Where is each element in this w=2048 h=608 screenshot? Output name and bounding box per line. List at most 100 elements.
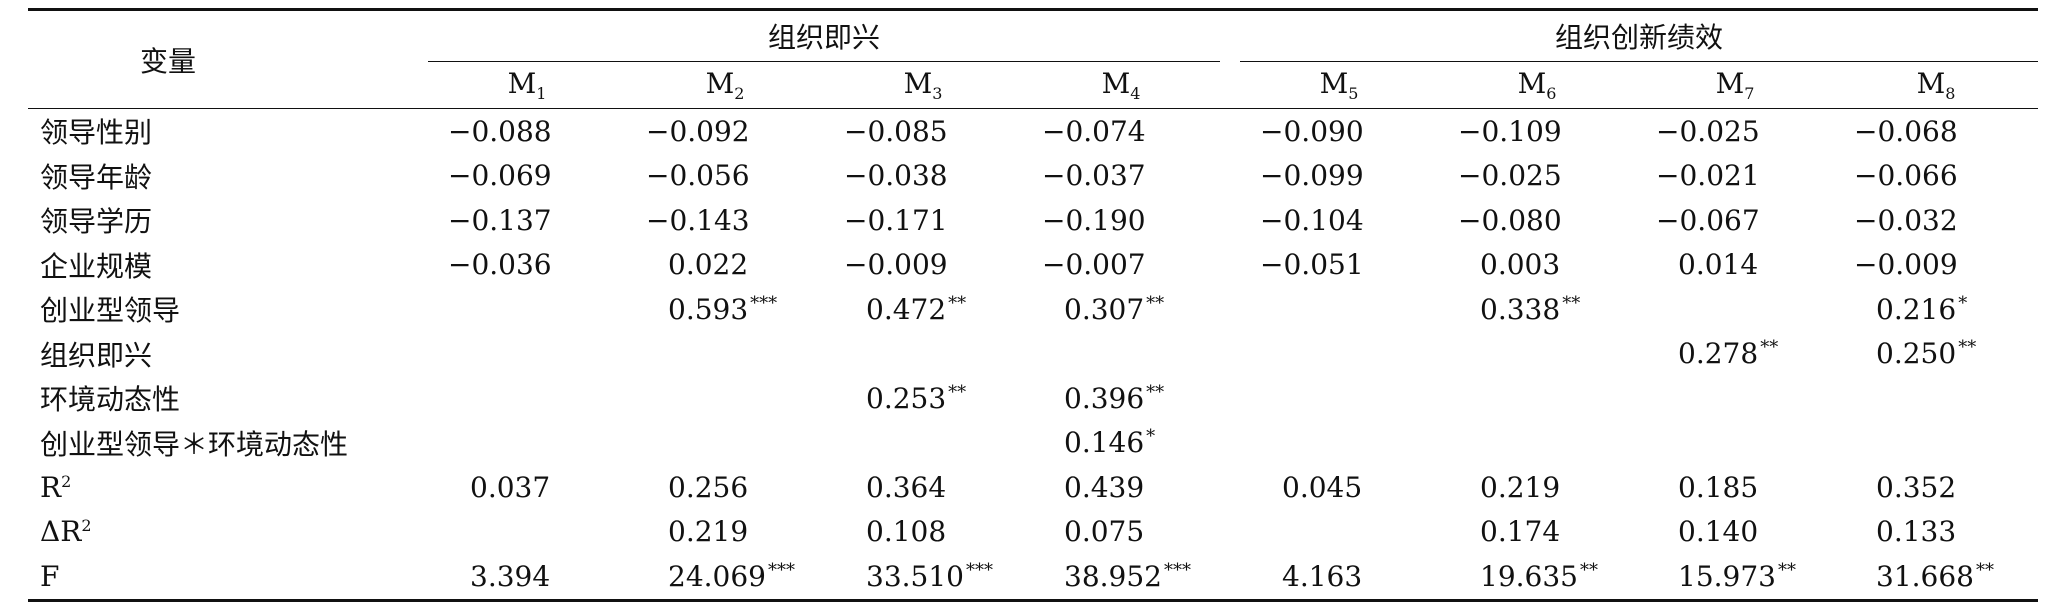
table-row: 组织即兴 0.278 ** 0.250 ** [28,332,2038,377]
row-label-superscript: 2 [61,471,72,491]
variable-header: 变量 [28,8,428,109]
cell-value: 0.185 [1678,470,1759,504]
table-cell: 19.635 ** [1438,554,1637,602]
cell-value: 0.216 [1876,292,1957,326]
cell-value: −0.009 [844,248,948,282]
regression-table: 变量 组织即兴 组织创新绩效 M1 M2 M3 M4 M5 M6 M7 M8 领导性别 −0.0… [28,8,2039,602]
table-cell [1834,421,2038,466]
row-label: R2 [28,465,428,510]
table-cell [1636,287,1834,332]
table-row: 领导年龄 −0.069 −0.056 −0.038 −0.037 −0.099 −0.025… [28,154,2038,199]
group-header-improvisation: 组织即兴 [428,8,1221,62]
cell-value: 0.075 [1064,515,1145,549]
cell-value: 4.163 [1282,559,1363,593]
table-cell: −0.088 [428,109,626,154]
row-label-text: R [40,470,62,504]
model-header: M1 [428,61,626,109]
significance-marker: * [1146,426,1156,448]
cell-value: 0.352 [1876,470,1957,504]
table-cell [1438,332,1636,377]
cell-value: 0.278 [1678,337,1759,371]
table-cell: −0.037 [1022,154,1220,199]
cell-value: 0.593 [668,292,749,326]
cell-value: −0.074 [1042,114,1146,148]
table-cell: −0.137 [428,198,626,243]
cell-value: −0.190 [1042,203,1146,237]
table-cell [428,376,626,421]
model-header-subscript: 7 [1744,84,1755,103]
model-header-subscript: 6 [1546,84,1557,103]
model-header-base: M [705,67,735,100]
cell-value: 24.069 [668,559,766,593]
cell-value: −0.025 [1656,114,1760,148]
cell-value: −0.068 [1854,114,1958,148]
row-label-text: 环境动态性 [40,383,181,417]
table-cell: 0.075 [1022,510,1220,555]
row-label: 组织即兴 [28,332,428,377]
table-cell: 0.146 * [1022,421,1220,466]
table-cell [1438,376,1636,421]
significance-marker: ** [1760,337,1779,359]
row-label: 创业型领导 [28,287,428,332]
significance-marker: ** [1958,337,1977,359]
cell-value: 0.364 [866,470,947,504]
table-cell: 0.439 [1022,465,1220,510]
row-label-text: 企业规模 [40,249,153,283]
table-cell: 24.069 *** [626,554,824,602]
table-cell: 31.668 ** [1834,554,2039,602]
model-header: M2 [626,61,824,109]
cell-value: −0.009 [1854,248,1958,282]
table-cell [1240,376,1438,421]
cell-value: 0.256 [668,470,749,504]
cell-value: 0.140 [1678,515,1759,549]
cell-value: −0.032 [1854,203,1958,237]
model-header-subscript: 4 [1130,84,1141,103]
cell-value: 0.472 [866,292,947,326]
table-cell: −0.066 [1834,154,2038,199]
significance-marker: *** [1163,559,1191,581]
row-label-text: 领导年龄 [40,160,153,194]
table-cell [1022,332,1220,377]
table-cell [626,376,824,421]
table-row: F 3.394 24.069 *** 33.510 *** 38.952 *** 4.163 19… [28,554,2039,602]
cell-gap [1220,465,1240,510]
table-cell: 0.140 [1636,510,1834,555]
cell-gap [1220,243,1240,288]
table-cell: 0.014 [1636,243,1834,288]
row-label: F [28,554,428,602]
table-cell [428,510,626,555]
table-cell: 0.593 *** [626,287,824,332]
cell-value: −0.056 [646,159,750,193]
table-cell: −0.007 [1022,243,1220,288]
model-header-subscript: 5 [1348,84,1359,103]
cell-value: −0.137 [448,203,552,237]
cell-value: −0.090 [1260,114,1364,148]
cell-value: −0.088 [448,114,552,148]
cell-value: 31.668 [1876,559,1974,593]
table-cell: −0.021 [1636,154,1834,199]
table-cell: −0.067 [1636,198,1834,243]
table-cell: −0.036 [428,243,626,288]
table-cell: 0.022 [626,243,824,288]
table-cell [1438,421,1636,466]
table-cell: 0.472 ** [824,287,1022,332]
table-cell: −0.171 [824,198,1022,243]
model-header: M6 [1438,61,1637,109]
table-cell: 0.352 [1834,465,2038,510]
cell-value: 0.439 [1064,470,1145,504]
table-cell: −0.092 [626,109,824,154]
table-cell: −0.104 [1240,198,1438,243]
cell-value: −0.036 [448,248,552,282]
table-cell: −0.051 [1240,243,1438,288]
table-cell: 38.952 *** [1022,554,1221,602]
table-cell: 0.216 * [1834,287,2038,332]
table-cell: −0.025 [1636,109,1834,154]
cell-value: 0.014 [1678,248,1759,282]
group-header-innovation-performance: 组织创新绩效 [1240,8,2039,62]
table-cell: 0.256 [626,465,824,510]
cell-value: 3.394 [470,559,551,593]
table-cell [1834,376,2038,421]
cell-value: −0.099 [1260,159,1364,193]
cell-value: −0.092 [646,114,750,148]
table-row: ΔR2 0.219 0.108 0.075 0.174 0.140 0.133 [28,510,2038,555]
